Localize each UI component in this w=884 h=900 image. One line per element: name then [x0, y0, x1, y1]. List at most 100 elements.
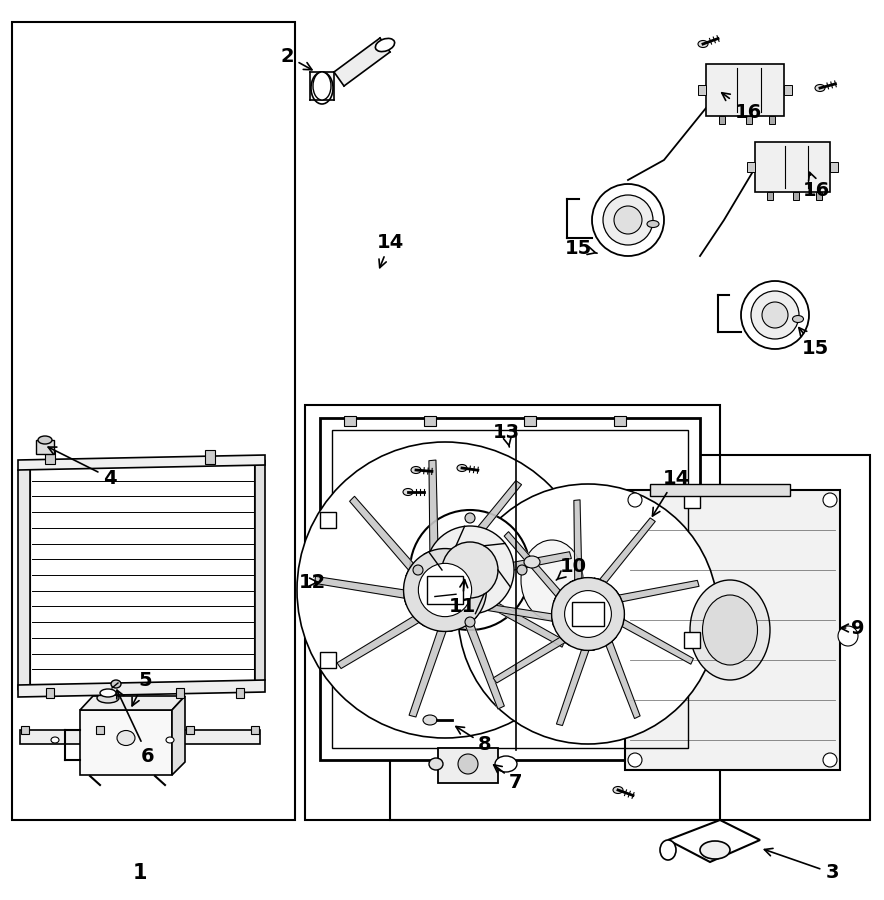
Ellipse shape: [700, 841, 730, 859]
Bar: [830, 162, 838, 172]
Bar: [344, 416, 356, 426]
Circle shape: [628, 753, 642, 767]
Ellipse shape: [613, 787, 623, 794]
Ellipse shape: [100, 689, 116, 697]
Text: 2: 2: [280, 47, 312, 70]
Ellipse shape: [521, 540, 583, 620]
Text: 12: 12: [299, 572, 325, 591]
Polygon shape: [606, 637, 640, 718]
Polygon shape: [80, 696, 185, 710]
Ellipse shape: [703, 595, 758, 665]
Polygon shape: [493, 637, 570, 683]
Polygon shape: [466, 616, 504, 709]
Bar: [236, 688, 244, 698]
Bar: [650, 484, 790, 496]
Circle shape: [838, 626, 858, 646]
Circle shape: [628, 493, 642, 507]
Bar: [793, 192, 799, 200]
Text: 16: 16: [721, 93, 762, 122]
Polygon shape: [172, 696, 185, 775]
Bar: [30, 465, 255, 685]
Polygon shape: [349, 496, 414, 576]
Circle shape: [517, 565, 527, 575]
Circle shape: [418, 563, 472, 616]
Ellipse shape: [376, 39, 394, 51]
Bar: [684, 632, 700, 648]
Text: 15: 15: [799, 328, 828, 357]
Bar: [524, 416, 536, 426]
Polygon shape: [315, 576, 406, 604]
Circle shape: [823, 493, 837, 507]
Polygon shape: [337, 616, 424, 669]
Ellipse shape: [524, 556, 540, 568]
Ellipse shape: [166, 737, 174, 743]
Ellipse shape: [514, 533, 590, 627]
Bar: [12, 22, 295, 820]
Polygon shape: [80, 710, 172, 775]
Ellipse shape: [429, 758, 443, 770]
Text: 4: 4: [48, 447, 117, 488]
Circle shape: [565, 590, 612, 637]
Bar: [769, 116, 775, 124]
Ellipse shape: [97, 693, 119, 703]
Circle shape: [458, 754, 478, 774]
Circle shape: [297, 442, 593, 738]
Polygon shape: [755, 142, 830, 192]
Ellipse shape: [698, 40, 708, 48]
Ellipse shape: [311, 72, 333, 104]
Text: 9: 9: [841, 618, 865, 637]
Polygon shape: [334, 38, 390, 86]
Polygon shape: [255, 460, 265, 685]
Bar: [46, 688, 54, 698]
Bar: [424, 416, 436, 426]
Text: 7: 7: [493, 765, 522, 791]
Ellipse shape: [647, 220, 659, 228]
Ellipse shape: [313, 72, 331, 100]
Bar: [390, 455, 870, 820]
Polygon shape: [668, 820, 760, 862]
Bar: [438, 748, 498, 783]
Polygon shape: [484, 590, 565, 647]
Text: 13: 13: [492, 422, 520, 447]
Ellipse shape: [117, 731, 135, 745]
Polygon shape: [706, 64, 784, 116]
Ellipse shape: [51, 737, 59, 743]
Ellipse shape: [38, 436, 52, 444]
Polygon shape: [18, 455, 265, 470]
Circle shape: [741, 281, 809, 349]
Bar: [96, 726, 104, 734]
Bar: [320, 652, 336, 668]
Text: 3: 3: [765, 849, 839, 883]
Polygon shape: [622, 614, 693, 664]
Polygon shape: [556, 650, 594, 725]
Polygon shape: [616, 580, 699, 602]
Polygon shape: [18, 465, 30, 690]
Polygon shape: [474, 602, 553, 626]
Bar: [251, 726, 259, 734]
Bar: [320, 418, 700, 760]
Bar: [747, 162, 755, 172]
Circle shape: [404, 549, 486, 632]
Circle shape: [442, 542, 498, 598]
Polygon shape: [18, 680, 265, 697]
Bar: [767, 192, 773, 200]
Polygon shape: [570, 500, 582, 582]
Ellipse shape: [111, 680, 121, 688]
Circle shape: [603, 195, 653, 245]
Circle shape: [762, 302, 788, 328]
Ellipse shape: [411, 466, 421, 473]
Polygon shape: [594, 518, 655, 582]
Polygon shape: [409, 631, 453, 717]
Bar: [784, 85, 792, 95]
Text: 16: 16: [803, 173, 829, 200]
Bar: [816, 192, 822, 200]
Circle shape: [823, 753, 837, 767]
Ellipse shape: [495, 756, 517, 772]
Ellipse shape: [403, 489, 413, 496]
Bar: [20, 730, 260, 744]
Text: 5: 5: [132, 670, 152, 706]
Polygon shape: [476, 552, 571, 576]
Ellipse shape: [815, 85, 825, 92]
Text: 11: 11: [448, 580, 476, 616]
Polygon shape: [453, 481, 522, 554]
